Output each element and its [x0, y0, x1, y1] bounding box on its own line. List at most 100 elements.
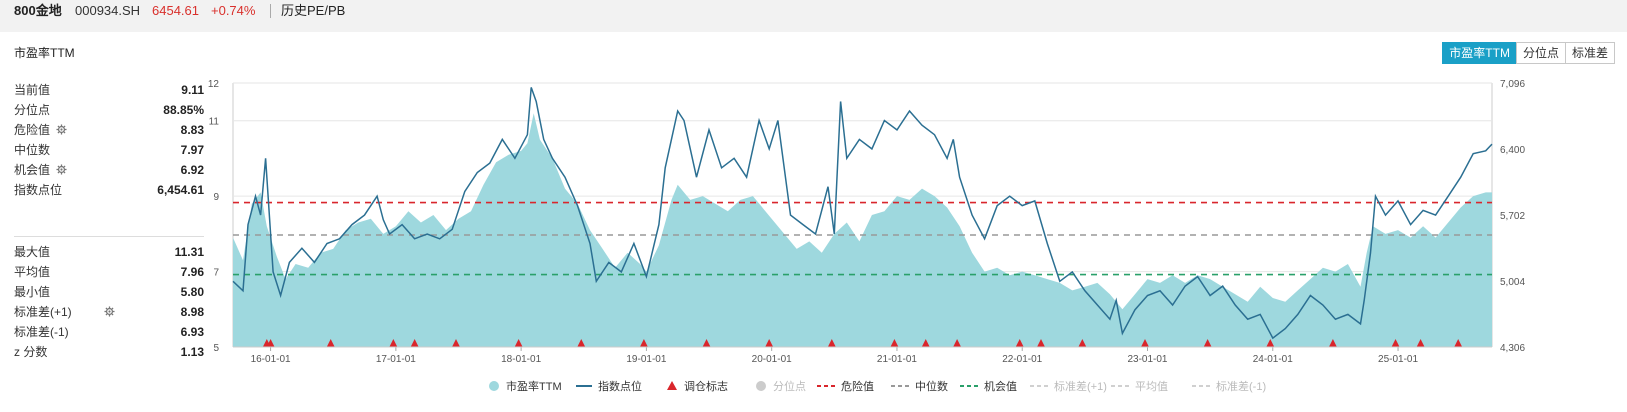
y-right-tick-label: 6,400 — [1500, 145, 1525, 156]
stat-row: 标准差(-1) 6.93 — [14, 322, 204, 342]
legend-label: 中位数 — [915, 379, 948, 393]
stddev-button[interactable]: 标准差 — [1564, 42, 1615, 64]
x-tick-label: 17-01-01 — [376, 354, 416, 365]
gear-icon[interactable] — [56, 124, 67, 135]
stat-label: 指数点位 — [14, 183, 63, 197]
stat-value: 6.93 — [180, 325, 204, 339]
stat-value: 88.85% — [163, 103, 204, 117]
y-right-tick-label: 5,702 — [1500, 211, 1525, 222]
index-line — [232, 87, 1493, 340]
stats-secondary: 最大值 11.31 平均值 7.96 最小值 5.80 标准差(+1) 8.98 标准差(-1)… — [14, 242, 204, 362]
legend-item[interactable]: 指数点位 — [576, 379, 642, 393]
stat-row: 平均值 7.96 — [14, 262, 204, 282]
y-left-tick-label: 9 — [213, 192, 219, 203]
legend-label: 市盈率TTM — [506, 379, 562, 393]
y-right-tick-label: 7,096 — [1500, 79, 1525, 90]
stat-label: 标准差(-1) — [14, 325, 69, 339]
rebalance-marker — [1266, 339, 1275, 347]
legend-item[interactable]: 分位点 — [756, 379, 806, 393]
stat-label: 最小值 — [14, 285, 51, 299]
stat-row: 危险值 8.83 — [14, 120, 204, 140]
chart-panel: 市盈率TTM 市盈率TTM 分位点 标准差 当前值 9.11 分位点 88.85% 危险… — [0, 32, 1627, 412]
x-tick-label: 23-01-01 — [1127, 354, 1167, 365]
rebalance-marker — [1328, 339, 1337, 347]
stat-value: 9.11 — [181, 83, 204, 97]
legend-label: 平均值 — [1135, 380, 1168, 393]
y-left-tick-label: 7 — [213, 268, 219, 279]
stat-label: 分位点 — [14, 103, 51, 117]
rebalance-marker — [890, 339, 899, 347]
gear-icon[interactable] — [104, 306, 115, 317]
pe-ttm-button[interactable]: 市盈率TTM — [1442, 42, 1517, 64]
divider — [270, 4, 271, 18]
legend-item[interactable]: 平均值 — [1111, 380, 1168, 393]
legend-item[interactable]: 危险值 — [817, 379, 874, 393]
rebalance-marker — [1078, 339, 1087, 347]
stat-label: 最大值 — [14, 245, 51, 259]
x-tick-label: 24-01-01 — [1253, 354, 1293, 365]
stat-row: 指数点位 6,454.61 — [14, 180, 204, 200]
panel-title: 市盈率TTM — [14, 46, 75, 60]
x-tick-label: 22-01-01 — [1002, 354, 1042, 365]
stat-value: 8.83 — [180, 123, 204, 137]
stat-row: 机会值 6.92 — [14, 160, 204, 180]
rebalance-marker — [577, 339, 586, 347]
legend-item[interactable]: 调仓标志 — [667, 379, 728, 393]
index-price: 6454.61 — [152, 3, 199, 18]
rebalance-marker — [410, 339, 419, 347]
stat-value: 1.13 — [180, 345, 204, 359]
stat-value: 8.98 — [180, 305, 204, 319]
rebalance-marker — [953, 339, 962, 347]
gear-icon[interactable] — [56, 164, 67, 175]
legend-item[interactable]: 标准差(-1) — [1192, 379, 1266, 393]
legend-item[interactable]: 市盈率TTM — [489, 379, 562, 393]
rebalance-marker — [1140, 339, 1149, 347]
x-tick-label: 16-01-01 — [251, 354, 291, 365]
stat-label: 标准差(+1) — [14, 305, 72, 319]
rebalance-marker — [1037, 339, 1046, 347]
tab-history-pe-pb[interactable]: 历史PE/PB — [281, 3, 346, 18]
stat-value: 5.80 — [180, 285, 204, 299]
legend-item[interactable]: 标准差(+1) — [1030, 379, 1107, 393]
legend-label: 分位点 — [773, 379, 806, 393]
stat-label: 当前值 — [14, 83, 51, 97]
stat-label: 机会值 — [14, 163, 51, 177]
metric-toggle-group: 市盈率TTM 分位点 标准差 — [1442, 42, 1615, 64]
stats-primary: 当前值 9.11 分位点 88.85% 危险值 8.83 中位数 7.97 机会值 6.92 指数点… — [14, 80, 204, 200]
stat-row: 当前值 9.11 — [14, 80, 204, 100]
x-tick-label: 25-01-01 — [1378, 354, 1418, 365]
rebalance-marker — [1015, 339, 1024, 347]
stat-label: 危险值 — [14, 123, 51, 137]
y-left-tick-label: 5 — [213, 343, 219, 354]
index-change: +0.74% — [211, 3, 256, 18]
top-bar: 800金地 000934.SH 6454.61 +0.74% 历史PE/PB — [0, 0, 1627, 22]
rebalance-marker — [389, 339, 398, 347]
legend-label: 指数点位 — [598, 379, 642, 393]
rebalance-marker — [326, 339, 335, 347]
rebalance-marker — [921, 339, 930, 347]
legend-label: 危险值 — [841, 379, 874, 393]
legend-item[interactable]: 机会值 — [960, 379, 1017, 393]
stat-value: 11.31 — [174, 245, 204, 259]
index-code: 000934.SH — [75, 3, 141, 18]
legend-triangle-icon — [667, 381, 677, 390]
legend-label: 机会值 — [984, 379, 1017, 393]
stat-label: 中位数 — [14, 143, 51, 157]
x-tick-label: 20-01-01 — [752, 354, 792, 365]
stat-row: 最大值 11.31 — [14, 242, 204, 262]
stat-row: 中位数 7.97 — [14, 140, 204, 160]
rebalance-marker — [451, 339, 460, 347]
rebalance-marker — [702, 339, 711, 347]
stat-row: 最小值 5.80 — [14, 282, 204, 302]
x-tick-label: 19-01-01 — [626, 354, 666, 365]
legend-label: 标准差(+1) — [1054, 379, 1107, 393]
stat-value: 7.97 — [180, 143, 204, 157]
rebalance-marker — [1454, 339, 1463, 347]
rebalance-marker — [514, 339, 523, 347]
stat-label: z 分数 — [14, 345, 48, 359]
legend-item[interactable]: 中位数 — [891, 379, 948, 393]
y-right-tick-label: 4,306 — [1500, 343, 1525, 354]
rebalance-marker — [827, 339, 836, 347]
rebalance-marker — [765, 339, 774, 347]
